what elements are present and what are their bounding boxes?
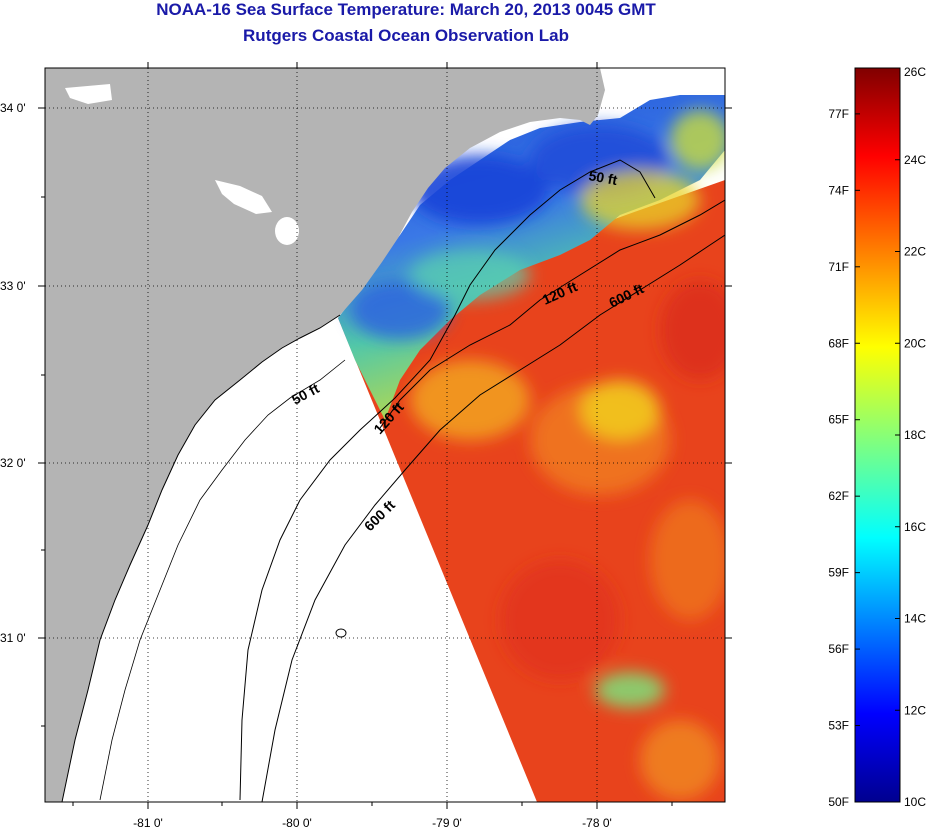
map-area [45,68,725,802]
colorbar-f-label: 71F [828,260,849,274]
contour-label: 50 ft [587,167,618,188]
sst-cool-texture [350,110,725,340]
colorbar-f-label: 50F [828,795,849,809]
land-nodata-spot [275,217,299,245]
lon-label: -79 0' [432,816,462,830]
colorbar-f-label: 53F [828,719,849,733]
colorbar-c-label: 14C [904,612,926,626]
colorbar-c-label: 22C [904,245,926,259]
lat-label: 33 0' [0,279,26,293]
sst-warm-region [338,180,725,802]
colorbar-c-label: 16C [904,520,926,534]
lon-label: -81 0' [133,816,163,830]
lat-label: 32 0' [0,456,26,470]
lon-label: -80 0' [282,816,312,830]
colorbar-f-label: 59F [828,566,849,580]
colorbar-c-label: 24C [904,153,926,167]
map-subtitle: Rutgers Coastal Ocean Observation Lab [243,26,569,45]
sst-texture [410,280,725,800]
lat-label: 31 0' [0,631,26,645]
colorbar-f-labels: 77F 74F 71F 68F 65F 62F 59F 56F 53F 50F [828,107,849,809]
colorbar-c-label: 18C [904,428,926,442]
map-ticks [38,62,732,809]
colorbar-f-label: 65F [828,413,849,427]
land-nodata-spot [65,84,112,104]
contour-120ft [379,199,725,429]
colorbar-f-label: 56F [828,642,849,656]
map-gridlines [45,68,725,802]
coastline [61,314,341,802]
colorbar-c-label: 10C [904,795,926,809]
colorbar-f-label: 68F [828,336,849,350]
shelf-detail [99,359,346,801]
colorbar [854,67,901,803]
land-nodata-spot [215,180,272,214]
colorbar-f-label: 62F [828,489,849,503]
land-mass [45,68,605,802]
lat-label: 34 0' [0,101,26,115]
contour-600ft [261,234,725,802]
colorbar-c-label: 26C [904,65,926,79]
colorbar-c-label: 12C [904,703,926,717]
colorbar-c-label: 20C [904,336,926,350]
colorbar-f-label: 74F [828,183,849,197]
map-border [44,67,726,803]
map-title: NOAA-16 Sea Surface Temperature: March 2… [156,0,656,19]
colorbar-ticks [855,67,900,803]
seamount-contour [335,628,347,638]
colorbar-f-label: 77F [828,107,849,121]
colorbar-c-labels: 26C 24C 22C 20C 18C 16C 14C 12C 10C [904,65,926,809]
lon-label: -78 0' [582,816,612,830]
contour-50ft [239,159,656,801]
